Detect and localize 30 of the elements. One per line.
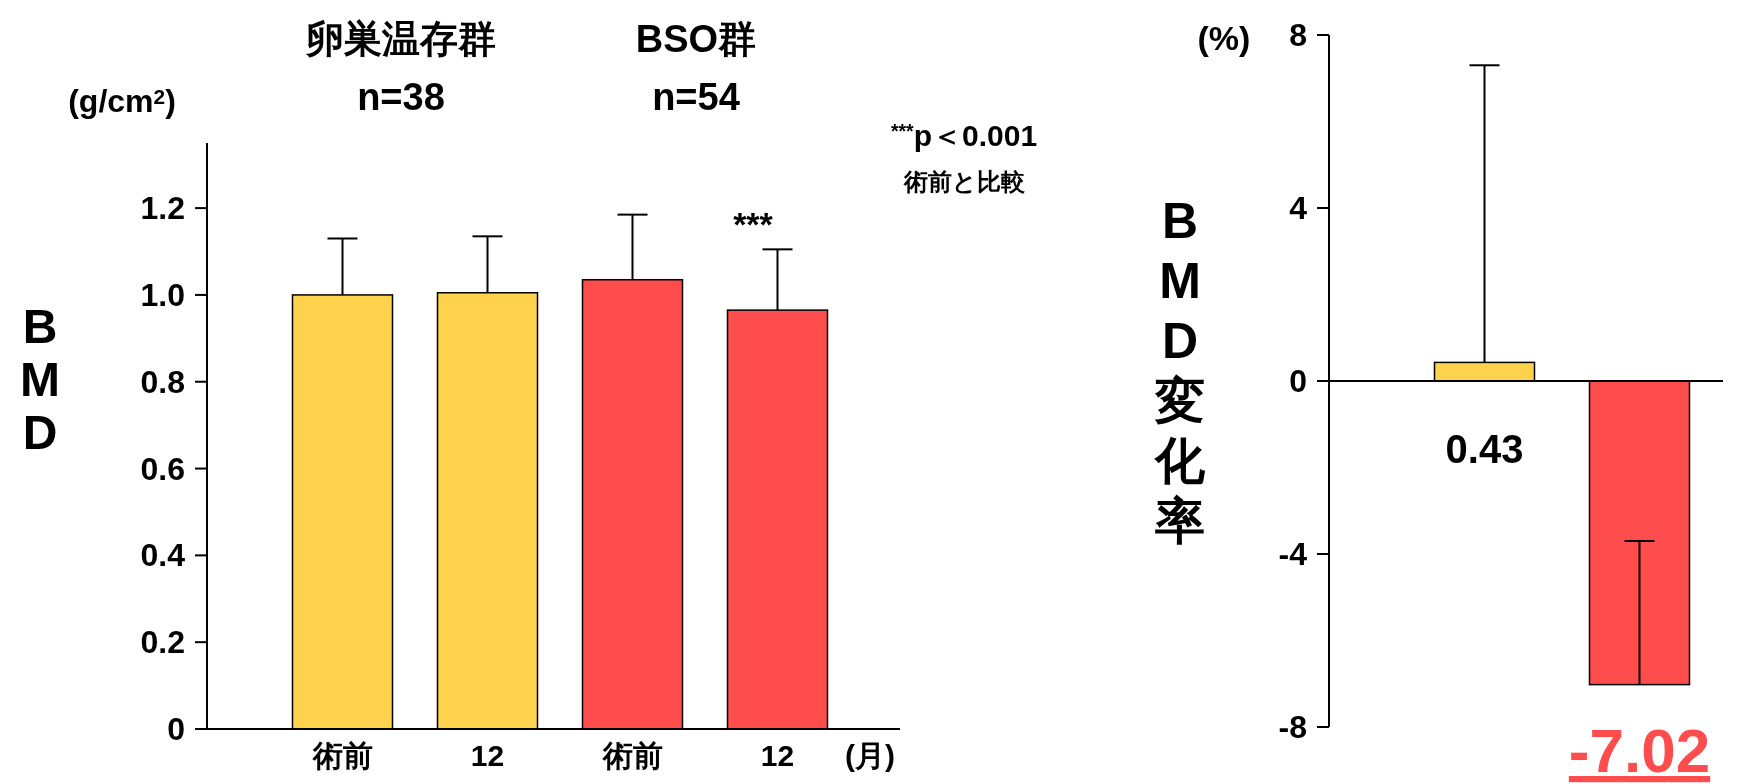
annotation: $^{***}$p＜0.001 bbox=[890, 119, 1038, 152]
text: BSO群 bbox=[635, 18, 757, 60]
y-tick-label: 0.6 bbox=[140, 450, 185, 487]
y-tick-label: -4 bbox=[1278, 536, 1308, 572]
y-tick-label: -8 bbox=[1278, 709, 1307, 745]
text: n=38 bbox=[357, 76, 445, 118]
data-label: -7.02 bbox=[1568, 716, 1711, 784]
y-tick-label: 0.4 bbox=[140, 537, 186, 574]
y-axis-title: BMD変化率 bbox=[1154, 193, 1206, 549]
y-tick-label: 0 bbox=[167, 711, 185, 747]
annotation: *** bbox=[733, 205, 774, 243]
x-tick-label: 12 bbox=[760, 739, 795, 772]
x-tick-label: 術前 bbox=[601, 739, 663, 772]
y-tick-label: 0.2 bbox=[140, 624, 185, 661]
y-tick-label: 1.0 bbox=[140, 276, 185, 313]
y-tick-label: 0.8 bbox=[140, 363, 185, 400]
y-tick-label: 1.2 bbox=[140, 190, 185, 227]
y-tick-label: 4 bbox=[1289, 190, 1308, 226]
text: n=54 bbox=[652, 76, 740, 118]
x-axis-title: (月) bbox=[845, 739, 895, 772]
text: (%) bbox=[1197, 19, 1251, 57]
x-tick-label: 12 bbox=[470, 739, 505, 772]
y-axis-title: BMD bbox=[20, 300, 60, 459]
y-tick-label: 8 bbox=[1289, 17, 1307, 53]
x-tick-label: 術前 bbox=[311, 739, 373, 772]
text: 卵巣温存群 bbox=[305, 18, 496, 60]
y-tick-label: 0 bbox=[1289, 363, 1307, 399]
text: (g/cm$^{2}$) bbox=[68, 83, 176, 119]
data-label: 0.43 bbox=[1445, 427, 1524, 471]
text: 術前と比較 bbox=[902, 168, 1026, 195]
